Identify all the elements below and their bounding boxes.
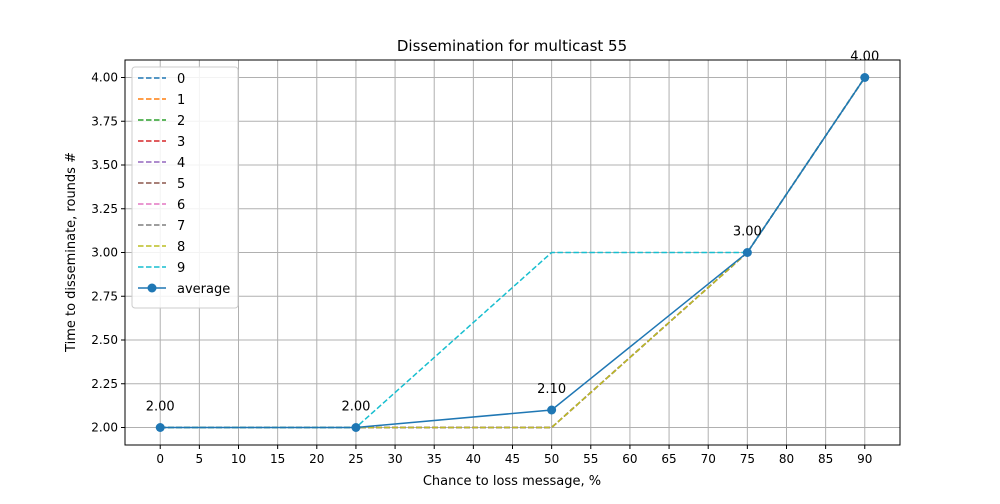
legend-label: 4 — [177, 156, 185, 171]
y-axis-label: Time to disseminate, rounds # — [64, 152, 79, 353]
data-label: 2.00 — [146, 400, 175, 415]
y-tick-label: 3.50 — [91, 158, 118, 172]
legend-label: 9 — [177, 261, 185, 276]
data-label: 2.10 — [537, 382, 566, 397]
x-tick-label: 30 — [387, 452, 402, 466]
y-tick-label: 3.25 — [91, 202, 118, 216]
legend-label: 2 — [177, 114, 185, 129]
x-tick-label: 65 — [661, 452, 676, 466]
average-point — [860, 73, 870, 82]
x-tick-label: 35 — [427, 452, 442, 466]
data-labels: 2.00 2.00 2.10 3.00 4.00 — [146, 50, 879, 415]
legend-label: 7 — [177, 219, 185, 234]
legend: 0 1 2 3 4 5 6 7 8 9 average — [131, 66, 239, 309]
data-label: 2.00 — [341, 400, 370, 415]
x-tick-label: 55 — [583, 452, 598, 466]
axis-ticks: 0 5 10 15 20 25 30 35 40 45 50 55 60 65 70 75 80 85 902.00… — [91, 71, 872, 467]
legend-label: 5 — [177, 177, 185, 192]
x-tick-label: 60 — [622, 452, 637, 466]
x-tick-label: 50 — [544, 452, 559, 466]
legend-label: 8 — [177, 240, 185, 255]
chart-title: Dissemination for multicast 55 — [397, 37, 627, 55]
x-axis-label: Chance to loss message, % — [423, 474, 601, 489]
legend-label: average — [177, 282, 230, 297]
average-point — [155, 423, 165, 432]
x-tick-label: 40 — [466, 452, 481, 466]
y-tick-label: 2.50 — [91, 333, 118, 347]
y-tick-label: 3.75 — [91, 114, 118, 128]
y-tick-label: 2.25 — [91, 377, 118, 391]
y-tick-label: 2.00 — [91, 421, 118, 435]
x-tick-label: 75 — [740, 452, 755, 466]
y-tick-label: 2.75 — [91, 289, 118, 303]
x-tick-label: 15 — [270, 452, 285, 466]
x-tick-label: 70 — [701, 452, 716, 466]
x-tick-label: 10 — [231, 452, 246, 466]
average-point — [351, 423, 361, 432]
average-point — [742, 248, 752, 257]
legend-label: 6 — [177, 198, 185, 213]
x-tick-label: 90 — [857, 452, 872, 466]
x-tick-label: 5 — [196, 452, 204, 466]
x-tick-label: 85 — [818, 452, 833, 466]
x-tick-label: 0 — [156, 452, 164, 466]
x-tick-label: 45 — [505, 452, 520, 466]
series-layer — [155, 73, 870, 432]
x-tick-label: 20 — [309, 452, 324, 466]
x-tick-label: 25 — [348, 452, 363, 466]
data-label: 3.00 — [733, 225, 762, 240]
average-point — [547, 405, 557, 415]
legend-label: 3 — [177, 135, 185, 150]
data-label: 4.00 — [850, 50, 879, 65]
legend-box — [131, 66, 239, 309]
y-tick-label: 4.00 — [91, 71, 118, 85]
y-tick-label: 3.00 — [91, 246, 118, 260]
legend-label: 0 — [177, 72, 185, 87]
legend-label: 1 — [177, 93, 185, 108]
x-tick-label: 80 — [779, 452, 794, 466]
legend-marker-average — [147, 283, 157, 293]
